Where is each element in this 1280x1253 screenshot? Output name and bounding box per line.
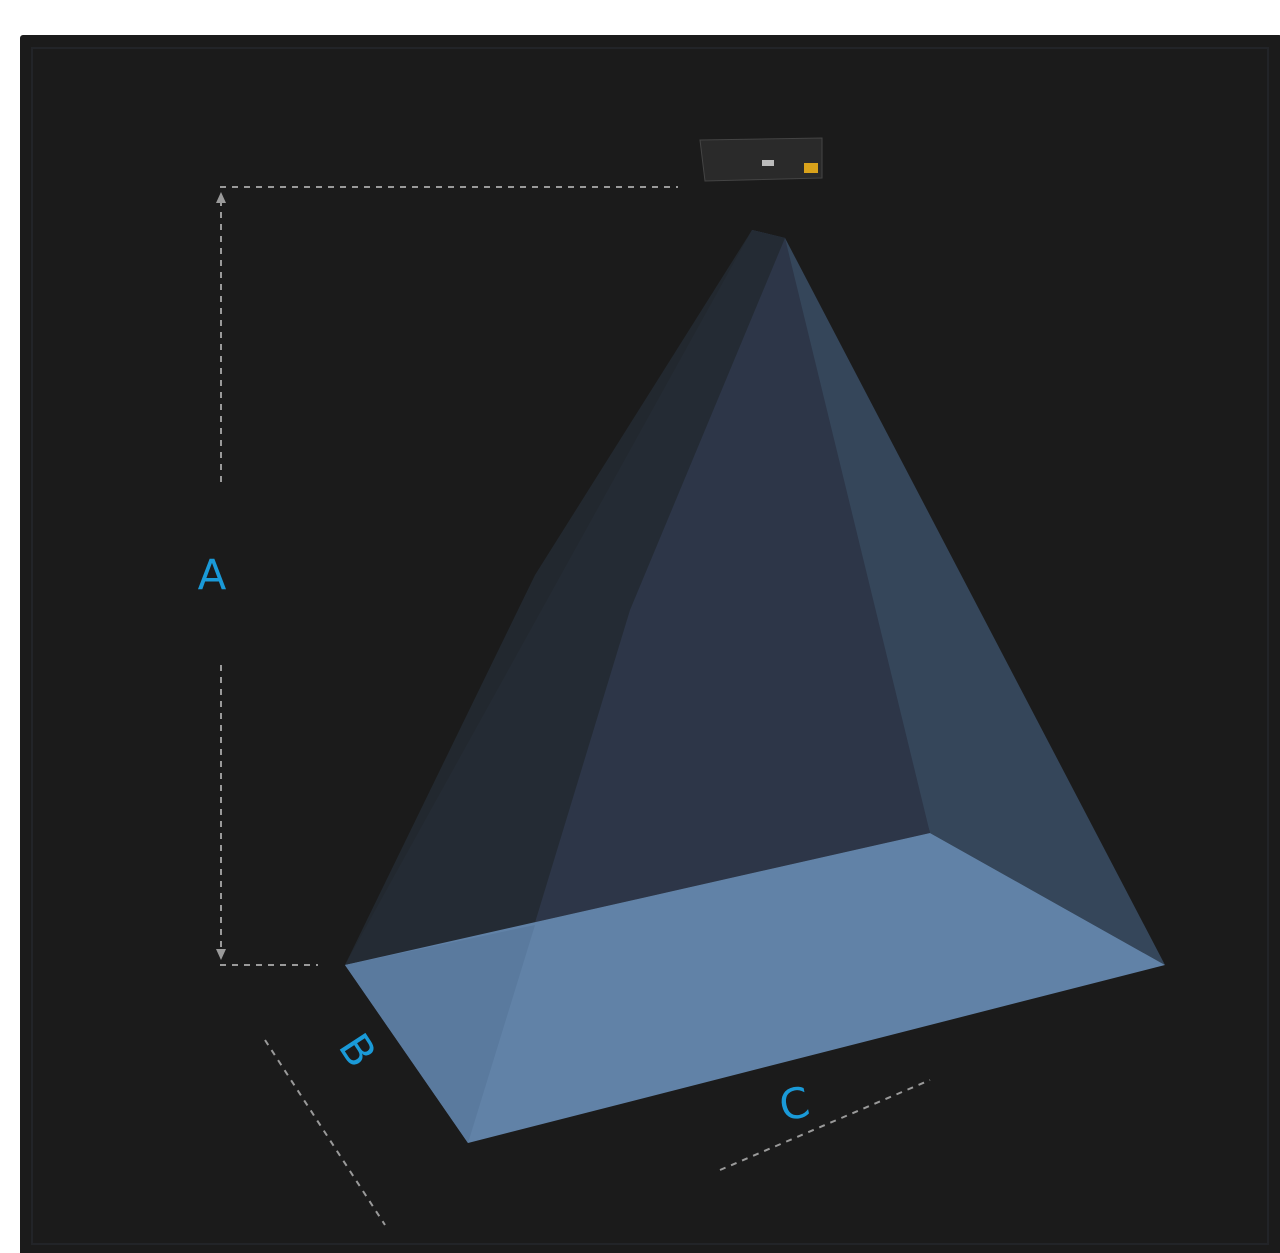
right-face — [752, 230, 1165, 965]
field-of-view — [345, 230, 1165, 1143]
left-face — [345, 230, 785, 1143]
dimension-bc — [264, 1039, 931, 1226]
camera — [699, 137, 823, 182]
label-a: A — [198, 551, 227, 600]
base-shade — [345, 925, 535, 1143]
dimension-a — [216, 186, 678, 966]
panel-border — [31, 47, 1269, 1245]
base — [345, 833, 1165, 1143]
